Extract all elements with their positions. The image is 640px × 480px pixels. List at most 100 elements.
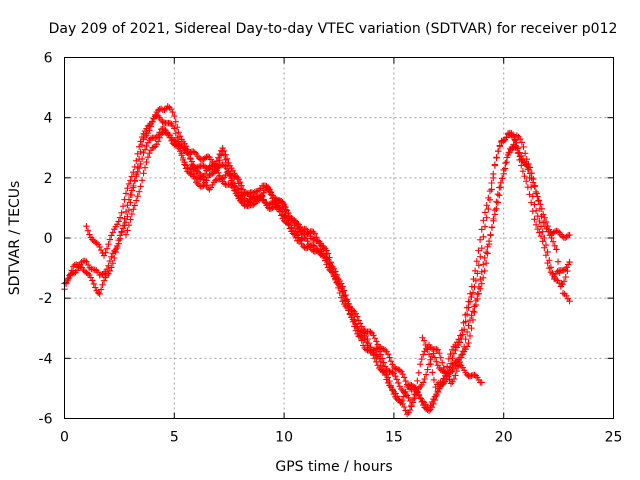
- data-point: [542, 252, 550, 259]
- data-point: [403, 410, 411, 418]
- data-point: [500, 170, 507, 178]
- data-point: [355, 317, 362, 324]
- data-point: [418, 398, 425, 406]
- data-point: [469, 289, 477, 296]
- data-point: [119, 225, 127, 232]
- data-point: [400, 374, 408, 381]
- data-point: [450, 365, 458, 373]
- data-point: [184, 164, 191, 171]
- data-point: [133, 197, 140, 204]
- data-point: [488, 186, 495, 193]
- data-point: [386, 377, 393, 385]
- data-point: [128, 173, 136, 180]
- data-point: [424, 366, 431, 373]
- data-point: [137, 160, 144, 168]
- data-point: [521, 150, 529, 157]
- data-point: [140, 149, 147, 157]
- data-point: [390, 390, 398, 398]
- data-point: [276, 197, 283, 204]
- data-point: [468, 312, 475, 319]
- data-point: [165, 131, 172, 138]
- data-point: [422, 371, 430, 378]
- data-point: [542, 241, 550, 249]
- data-point: [239, 192, 247, 199]
- data-point: [193, 167, 200, 174]
- data-point: [387, 358, 395, 365]
- y-tick-label: -2: [39, 291, 53, 307]
- data-point: [447, 368, 455, 376]
- data-point: [106, 267, 114, 275]
- data-point: [125, 206, 133, 214]
- data-point: [474, 291, 481, 298]
- data-point: [134, 150, 141, 158]
- data-points: [61, 103, 573, 418]
- data-point: [455, 336, 462, 343]
- data-point: [185, 149, 193, 157]
- x-tick-label: 20: [495, 430, 513, 446]
- data-point: [440, 364, 447, 371]
- data-point: [166, 119, 174, 127]
- data-point: [462, 311, 469, 319]
- data-point: [532, 207, 540, 215]
- data-point: [84, 270, 92, 277]
- data-point: [380, 368, 387, 376]
- data-point: [229, 178, 237, 186]
- data-point: [480, 233, 487, 241]
- data-point: [409, 396, 417, 403]
- data-point: [121, 196, 128, 203]
- data-point: [546, 265, 553, 272]
- data-point: [169, 122, 177, 130]
- data-point: [131, 177, 138, 185]
- data-point: [471, 267, 479, 274]
- data-point: [96, 243, 103, 251]
- data-point: [491, 161, 499, 168]
- data-point: [562, 273, 569, 281]
- data-point: [124, 227, 131, 234]
- data-point: [89, 236, 96, 243]
- data-point: [487, 231, 494, 238]
- data-point: [399, 400, 406, 408]
- data-point: [86, 231, 93, 238]
- data-point: [122, 190, 130, 197]
- data-point: [537, 232, 545, 240]
- data-point: [336, 289, 343, 297]
- data-point: [422, 341, 429, 349]
- data-point: [323, 261, 330, 268]
- y-tick-label: -4: [39, 351, 53, 367]
- data-point: [201, 154, 209, 162]
- data-point: [236, 197, 244, 205]
- data-point: [523, 162, 531, 170]
- data-point: [141, 164, 149, 171]
- data-point: [175, 141, 182, 149]
- data-point: [396, 397, 403, 404]
- data-point: [115, 218, 122, 225]
- data-point: [524, 166, 532, 173]
- data-point: [352, 327, 360, 334]
- data-point: [425, 407, 433, 414]
- data-point: [478, 379, 485, 386]
- data-point: [518, 139, 526, 146]
- data-point: [285, 220, 292, 228]
- data-point: [340, 287, 348, 294]
- data-point: [172, 130, 179, 137]
- data-point: [553, 246, 560, 253]
- data-point: [87, 274, 95, 281]
- data-point: [520, 143, 527, 151]
- data-point: [408, 401, 415, 409]
- data-point: [490, 215, 497, 223]
- data-point: [153, 111, 160, 119]
- data-point: [547, 264, 555, 271]
- data-point: [108, 253, 115, 260]
- data-point: [374, 362, 381, 369]
- data-point: [283, 210, 291, 217]
- data-point: [513, 139, 520, 147]
- data-point: [452, 372, 459, 379]
- data-point: [430, 376, 438, 384]
- data-point: [313, 234, 320, 241]
- data-point: [127, 199, 134, 206]
- data-point: [361, 327, 368, 335]
- data-point: [292, 234, 300, 242]
- data-point: [466, 332, 474, 340]
- data-point: [544, 248, 551, 256]
- data-point: [342, 297, 349, 304]
